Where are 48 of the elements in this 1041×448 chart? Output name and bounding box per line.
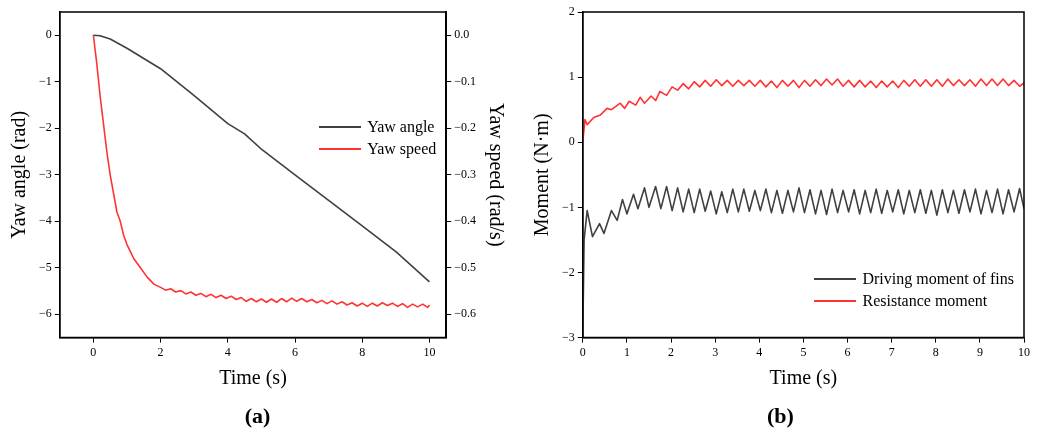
y-tick-label: −3 — [561, 329, 575, 344]
x-tick-label: 1 — [623, 344, 630, 359]
legend-label: Driving moment of fins — [862, 268, 1014, 290]
x-tick-label: 9 — [976, 344, 983, 359]
y-axis-title: Moment (N·m) — [530, 113, 554, 237]
x-axis-title: Time (s) — [219, 366, 287, 390]
y-tick-label: 2 — [568, 4, 575, 19]
y-tick-label: −1 — [561, 199, 575, 214]
y2-tick-label: −0.6 — [454, 306, 477, 321]
x-tick-label: 10 — [423, 344, 436, 359]
y-tick-label: 0 — [45, 27, 52, 42]
y2-tick-label: −0.1 — [454, 73, 477, 88]
y-tick-label: −4 — [38, 213, 52, 228]
legend-label: Yaw angle — [367, 117, 435, 138]
x-tick-label: 2 — [157, 344, 164, 359]
y2-tick-label: −0.4 — [454, 213, 477, 228]
y-tick-label: 1 — [568, 69, 575, 84]
legend-label: Yaw speed — [367, 139, 437, 160]
x-tick-label: 8 — [359, 344, 366, 359]
y-tick-label: −2 — [561, 264, 575, 279]
y2-axis-title: Yaw speed (rad/s) — [484, 103, 508, 247]
y-tick-label: −5 — [38, 259, 52, 274]
x-tick-label: 7 — [888, 344, 895, 359]
y-tick-label: −2 — [38, 120, 52, 135]
x-tick-label: 2 — [668, 344, 675, 359]
y2-tick-label: −0.2 — [454, 120, 477, 135]
x-tick-label: 8 — [932, 344, 939, 359]
x-axis-title: Time (s) — [769, 366, 838, 390]
x-tick-label: 6 — [844, 344, 851, 359]
x-tick-label: 5 — [800, 344, 807, 359]
y2-tick-label: −0.3 — [454, 166, 477, 181]
y2-tick-label: −0.5 — [454, 259, 477, 274]
x-tick-label: 10 — [1018, 344, 1030, 359]
y-tick-label: −1 — [38, 73, 52, 88]
y2-tick-label: 0.0 — [454, 27, 470, 42]
y-axis-title: Yaw angle (rad) — [7, 110, 31, 239]
x-tick-label: 3 — [712, 344, 719, 359]
x-tick-label: 0 — [90, 344, 97, 359]
x-tick-label: 4 — [756, 344, 763, 359]
x-tick-label: 6 — [292, 344, 299, 359]
legend-label: Resistance moment — [862, 290, 988, 311]
y-tick-label: −3 — [38, 166, 52, 181]
x-tick-label: 0 — [579, 344, 586, 359]
y-tick-label: 0 — [568, 134, 575, 149]
text: (a) — [243, 403, 272, 429]
x-tick-label: 4 — [224, 344, 231, 359]
y-tick-label: −6 — [38, 306, 52, 321]
text: (b) — [766, 403, 795, 429]
